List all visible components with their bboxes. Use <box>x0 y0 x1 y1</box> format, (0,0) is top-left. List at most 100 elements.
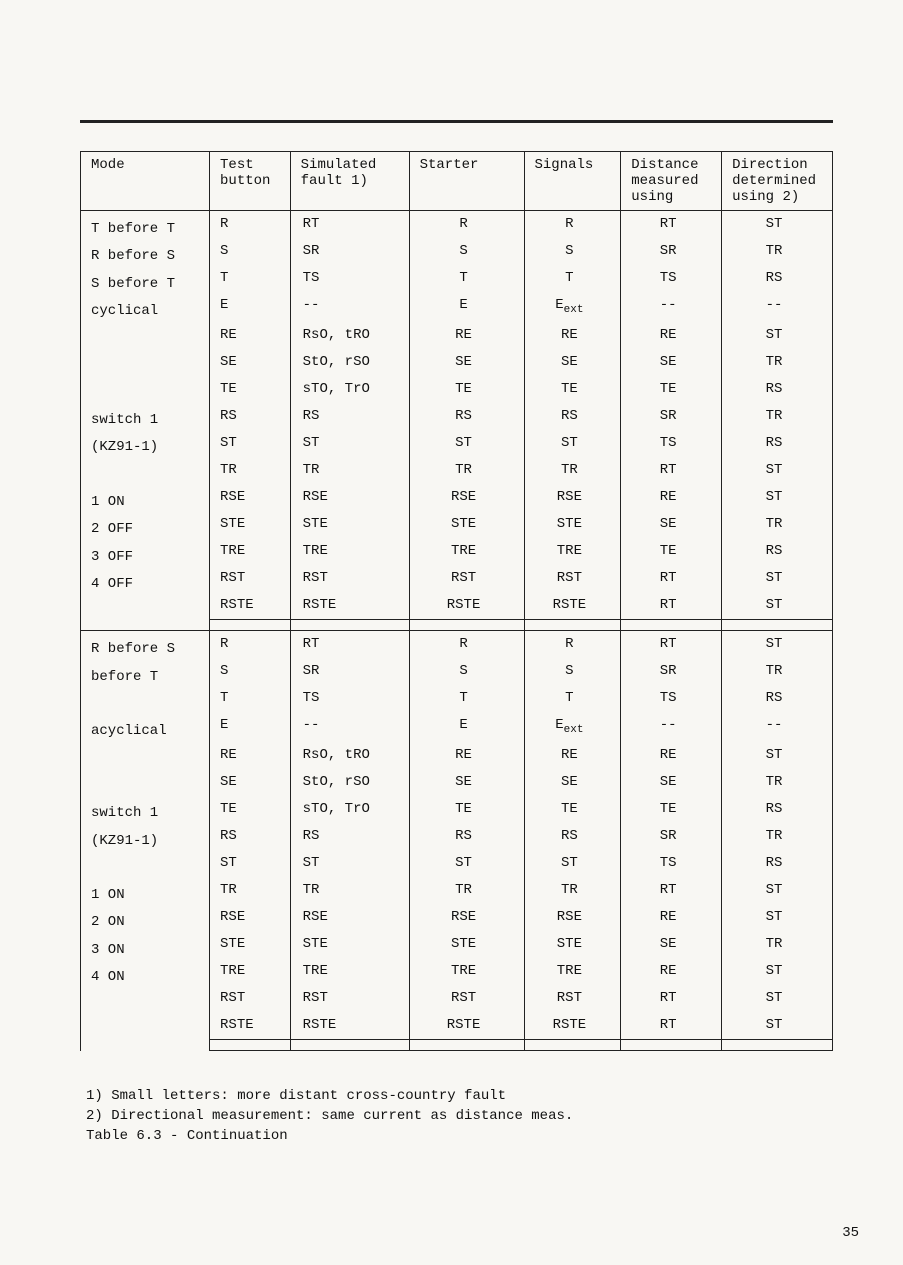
cell-direction: ST <box>722 985 833 1012</box>
col-header-test-button: Testbutton <box>210 152 291 211</box>
cell-test_button: STE <box>210 931 291 958</box>
cell-test_button: R <box>210 211 291 239</box>
cell-distance: TE <box>621 376 722 403</box>
cell-simulated_fault: RST <box>290 565 409 592</box>
cell-distance: SR <box>621 658 722 685</box>
cell-simulated_fault: RsO, tRO <box>290 322 409 349</box>
footnote-1: 1) Small letters: more distant cross-cou… <box>86 1087 833 1107</box>
cell-direction: TR <box>722 769 833 796</box>
cell-test_button: T <box>210 685 291 712</box>
cell-test_button: SE <box>210 349 291 376</box>
cell-direction: ST <box>722 592 833 620</box>
cell-simulated_fault: STE <box>290 511 409 538</box>
cell-starter: TR <box>409 457 524 484</box>
cell-direction: TR <box>722 511 833 538</box>
cell-simulated_fault: TR <box>290 877 409 904</box>
col-header-mode: Mode <box>81 152 210 211</box>
cell-distance: RT <box>621 592 722 620</box>
cell-test_button: RE <box>210 322 291 349</box>
horizontal-rule <box>80 120 833 123</box>
cell-test_button: RE <box>210 742 291 769</box>
cell-starter: SE <box>409 769 524 796</box>
cell-signals: RST <box>524 985 621 1012</box>
cell-direction: ST <box>722 565 833 592</box>
cell-distance: SE <box>621 349 722 376</box>
cell-starter: RE <box>409 742 524 769</box>
cell-signals: RE <box>524 322 621 349</box>
cell-distance: RE <box>621 322 722 349</box>
col-header-direction: Directiondeterminedusing 2) <box>722 152 833 211</box>
cell-signals: Eext <box>524 712 621 742</box>
cell-starter: TE <box>409 376 524 403</box>
cell-starter: STE <box>409 511 524 538</box>
cell-direction: ST <box>722 877 833 904</box>
cell-test_button: RSE <box>210 904 291 931</box>
cell-starter: RST <box>409 565 524 592</box>
cell-direction: TR <box>722 823 833 850</box>
cell-signals: R <box>524 631 621 659</box>
page-number: 35 <box>842 1225 859 1241</box>
cell-simulated_fault: RsO, tRO <box>290 742 409 769</box>
cell-signals: RS <box>524 823 621 850</box>
cell-test_button: RS <box>210 403 291 430</box>
cell-direction: ST <box>722 1012 833 1040</box>
cell-direction: RS <box>722 796 833 823</box>
cell-signals: STE <box>524 511 621 538</box>
cell-distance: RT <box>621 565 722 592</box>
cell-distance: SR <box>621 823 722 850</box>
cell-simulated_fault: RSTE <box>290 1012 409 1040</box>
cell-starter: ST <box>409 430 524 457</box>
cell-starter: TRE <box>409 538 524 565</box>
cell-distance: TS <box>621 850 722 877</box>
cell-signals: ST <box>524 850 621 877</box>
cell-starter: E <box>409 292 524 322</box>
cell-starter: RSE <box>409 904 524 931</box>
cell-direction: RS <box>722 265 833 292</box>
cell-test_button: ST <box>210 430 291 457</box>
cell-signals: TE <box>524 376 621 403</box>
cell-direction: ST <box>722 211 833 239</box>
cell-direction: RS <box>722 850 833 877</box>
cell-signals: ST <box>524 430 621 457</box>
cell-simulated_fault: RS <box>290 823 409 850</box>
table-caption: Table 6.3 - Continuation <box>86 1127 833 1147</box>
cell-test_button: RSTE <box>210 592 291 620</box>
cell-signals: TRE <box>524 538 621 565</box>
mode-cell: R before Sbefore T acyclical switch 1(KZ… <box>81 631 210 1051</box>
cell-signals: TE <box>524 796 621 823</box>
cell-test_button: TR <box>210 877 291 904</box>
cell-distance: SR <box>621 238 722 265</box>
cell-signals: T <box>524 685 621 712</box>
cell-distance: SR <box>621 403 722 430</box>
cell-direction: RS <box>722 538 833 565</box>
cell-distance: RE <box>621 904 722 931</box>
cell-starter: S <box>409 238 524 265</box>
cell-test_button: R <box>210 631 291 659</box>
cell-starter: TR <box>409 877 524 904</box>
cell-simulated_fault: SR <box>290 658 409 685</box>
cell-distance: SE <box>621 769 722 796</box>
cell-simulated_fault: TS <box>290 265 409 292</box>
cell-distance: TS <box>621 685 722 712</box>
cell-distance: SE <box>621 931 722 958</box>
cell-starter: R <box>409 631 524 659</box>
cell-test_button: TRE <box>210 538 291 565</box>
cell-direction: ST <box>722 631 833 659</box>
cell-signals: RSE <box>524 904 621 931</box>
cell-starter: RE <box>409 322 524 349</box>
cell-starter: SE <box>409 349 524 376</box>
cell-signals: R <box>524 211 621 239</box>
cell-direction: ST <box>722 484 833 511</box>
cell-simulated_fault: StO, rSO <box>290 349 409 376</box>
cell-direction: TR <box>722 658 833 685</box>
cell-starter: RSTE <box>409 1012 524 1040</box>
cell-starter: RSE <box>409 484 524 511</box>
cell-simulated_fault: TRE <box>290 958 409 985</box>
cell-starter: ST <box>409 850 524 877</box>
cell-direction: -- <box>722 292 833 322</box>
cell-test_button: TE <box>210 796 291 823</box>
cell-starter: RST <box>409 985 524 1012</box>
table-body: T before TR before SS before Tcyclical s… <box>81 211 833 1051</box>
cell-simulated_fault: RT <box>290 631 409 659</box>
cell-signals: SE <box>524 349 621 376</box>
